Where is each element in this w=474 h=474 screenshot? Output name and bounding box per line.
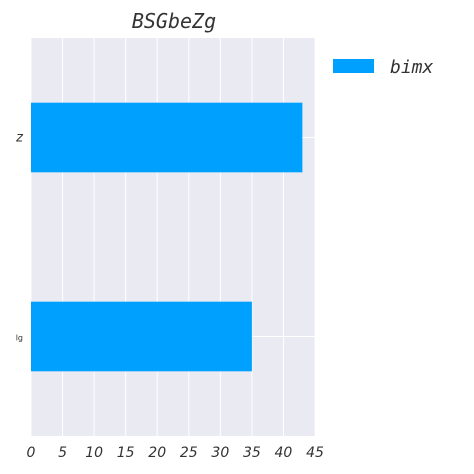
x-tick-label-15: 15 xyxy=(117,445,135,461)
x-tick-label-10: 10 xyxy=(85,445,103,461)
plot-area xyxy=(31,38,315,436)
y-tick-label-z: z xyxy=(15,131,24,146)
chart-title: BSGbeZg xyxy=(132,9,216,33)
x-tick-label-20: 20 xyxy=(148,445,166,461)
bar-layer xyxy=(31,102,303,372)
bar-lg[interactable] xyxy=(31,301,252,372)
x-tick-label-25: 25 xyxy=(180,445,198,461)
y-axis-ticks: z lg xyxy=(15,131,24,343)
x-axis-ticks: 0 5 10 15 20 25 30 35 40 45 xyxy=(27,445,324,461)
x-tick-label-40: 40 xyxy=(275,445,293,461)
legend-swatch-bimx xyxy=(333,59,374,73)
x-tick-label-45: 45 xyxy=(306,445,324,461)
x-tick-label-5: 5 xyxy=(58,445,67,461)
legend[interactable]: bimx xyxy=(333,57,434,78)
bar-z[interactable] xyxy=(31,102,303,173)
x-tick-label-35: 35 xyxy=(243,445,261,461)
y-tick-label-lg: lg xyxy=(16,334,23,343)
legend-label-bimx: bimx xyxy=(390,57,434,78)
x-tick-label-30: 30 xyxy=(211,445,229,461)
x-tick-label-0: 0 xyxy=(27,445,36,461)
